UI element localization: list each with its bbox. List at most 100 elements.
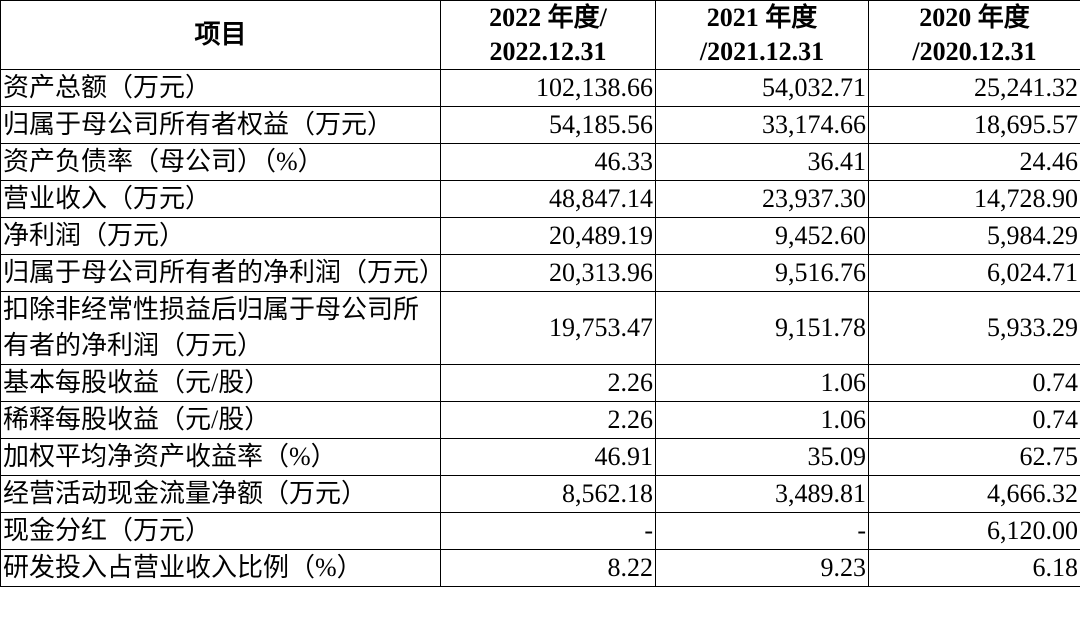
header-cell: 2020 年度/2020.12.31 — [868, 0, 1080, 70]
label-cell: 归属于母公司所有者的净利润（万元） — [0, 254, 445, 292]
table-row: 加权平均净资产收益率（%） 46.91 35.09 62.75 — [0, 438, 1080, 476]
value-text: 6,120.00 — [987, 516, 1078, 545]
value-cell: 25,241.32 — [868, 69, 1080, 107]
header-cell: 项目 — [0, 0, 441, 70]
value-cell: 9,151.78 — [655, 291, 869, 365]
value-cell: 0.74 — [868, 401, 1080, 439]
label-text: 资产负债率（母公司）（%） — [3, 147, 324, 176]
header-line: /2021.12.31 — [699, 37, 825, 66]
header-cell: 2021 年度/2021.12.31 — [655, 0, 869, 70]
value-cell: 102,138.66 — [440, 69, 656, 107]
value-text: 36.41 — [807, 147, 867, 176]
label-cell: 基本每股收益（元/股） — [0, 364, 441, 402]
value-text: - — [644, 516, 653, 545]
value-text: 0.74 — [1032, 368, 1079, 397]
value-cell: 54,032.71 — [655, 69, 869, 107]
value-cell: 19,753.47 — [440, 291, 656, 365]
value-cell: 48,847.14 — [440, 180, 656, 218]
value-cell: - — [440, 512, 656, 550]
table-row: 扣除非经常性损益后归属于母公司所有者的净利润（万元） 19,753.47 9,151… — [0, 291, 1080, 365]
value-text: 62.75 — [1019, 442, 1079, 471]
label-cell: 经营活动现金流量净额（万元） — [0, 475, 441, 513]
table-row: 归属于母公司所有者权益（万元） 54,185.56 33,174.66 18,695.… — [0, 106, 1080, 144]
value-text: 9,151.78 — [775, 313, 866, 342]
value-cell: 9.23 — [655, 549, 869, 587]
value-text: 1.06 — [820, 405, 867, 434]
label-text: 加权平均净资产收益率（%） — [3, 442, 337, 471]
value-text: 25,241.32 — [974, 73, 1078, 102]
label-text: 经营活动现金流量净额（万元） — [3, 479, 368, 508]
label-text: 归属于母公司所有者权益（万元） — [3, 110, 394, 139]
table-row: 经营活动现金流量净额（万元） 8,562.18 3,489.81 4,666.32 — [0, 475, 1080, 513]
value-text: 18,695.57 — [974, 110, 1078, 139]
value-text: 6.18 — [1032, 553, 1079, 582]
value-cell: 6,120.00 — [868, 512, 1080, 550]
label-text: 现金分红（万元） — [3, 516, 212, 545]
value-text: 19,753.47 — [549, 313, 653, 342]
label-cell: 归属于母公司所有者权益（万元） — [0, 106, 441, 144]
table-row: 资产总额（万元） 102,138.66 54,032.71 25,241.32 — [0, 69, 1080, 107]
label-cell: 资产负债率（母公司）（%） — [0, 143, 441, 181]
value-cell: 62.75 — [868, 438, 1080, 476]
label-text: 基本每股收益（元/股） — [3, 368, 271, 397]
header-line: 2020 年度 — [919, 3, 1030, 32]
value-text: 9,516.76 — [775, 258, 866, 287]
label-cell: 现金分红（万元） — [0, 512, 441, 550]
label-cell: 稀释每股收益（元/股） — [0, 401, 441, 439]
value-text: 5,984.29 — [987, 221, 1078, 250]
label-text: 扣除非经常性损益后归属于母公司所有者的净利润（万元） — [3, 295, 420, 360]
value-cell: 9,452.60 — [655, 217, 869, 255]
value-text: 3,489.81 — [775, 479, 866, 508]
value-text: 20,489.19 — [549, 221, 653, 250]
value-text: 14,728.90 — [974, 184, 1078, 213]
value-text: 2.26 — [607, 405, 654, 434]
value-text: 1.06 — [820, 368, 867, 397]
label-text: 营业收入（万元） — [3, 184, 212, 213]
label-text: 资产总额（万元） — [3, 73, 212, 102]
value-text: 0.74 — [1032, 405, 1079, 434]
value-cell: 2.26 — [440, 364, 656, 402]
label-cell: 净利润（万元） — [0, 217, 441, 255]
value-cell: 24.46 — [868, 143, 1080, 181]
value-text: 46.33 — [594, 147, 654, 176]
value-text: 5,933.29 — [987, 313, 1078, 342]
value-text: 6,024.71 — [987, 258, 1078, 287]
label-text: 稀释每股收益（元/股） — [3, 405, 271, 434]
header-cell: 2022 年度/2022.12.31 — [440, 0, 656, 70]
value-cell: 54,185.56 — [440, 106, 656, 144]
label-text: 净利润（万元） — [3, 221, 186, 250]
value-cell: 8,562.18 — [440, 475, 656, 513]
header-text: 项目 — [194, 20, 247, 49]
value-cell: 8.22 — [440, 549, 656, 587]
header-line: /2020.12.31 — [912, 37, 1037, 66]
value-cell: 20,489.19 — [440, 217, 656, 255]
value-cell: 33,174.66 — [655, 106, 869, 144]
table-row: 归属于母公司所有者的净利润（万元） 20,313.96 9,516.76 6,024.… — [0, 254, 1080, 292]
value-cell: 46.33 — [440, 143, 656, 181]
value-cell: - — [655, 512, 869, 550]
value-text: 20,313.96 — [549, 258, 653, 287]
value-text: 48,847.14 — [549, 184, 653, 213]
header-line: 2022 年度/ — [489, 3, 607, 32]
value-text: 54,032.71 — [762, 73, 866, 102]
value-text: 46.91 — [594, 442, 654, 471]
label-cell: 研发投入占营业收入比例（%） — [0, 549, 441, 587]
value-text: 2.26 — [607, 368, 654, 397]
value-cell: 6,024.71 — [868, 254, 1080, 292]
value-cell: 4,666.32 — [868, 475, 1080, 513]
table-row: 研发投入占营业收入比例（%） 8.22 9.23 6.18 — [0, 549, 1080, 587]
table-body: 资产总额（万元） 102,138.66 54,032.71 25,241.32 归属于母… — [0, 69, 1080, 587]
value-cell: 36.41 — [655, 143, 869, 181]
value-cell: 6.18 — [868, 549, 1080, 587]
header-line: 2021 年度 — [706, 3, 818, 32]
value-cell: 1.06 — [655, 401, 869, 439]
value-text: 33,174.66 — [762, 110, 866, 139]
value-cell: 18,695.57 — [868, 106, 1080, 144]
label-cell: 营业收入（万元） — [0, 180, 441, 218]
label-cell: 扣除非经常性损益后归属于母公司所有者的净利润（万元） — [0, 291, 441, 365]
value-text: 9.23 — [820, 553, 867, 582]
value-text: 8.22 — [607, 553, 654, 582]
label-text: 归属于母公司所有者的净利润（万元） — [3, 258, 446, 287]
value-cell: 23,937.30 — [655, 180, 869, 218]
value-cell: 1.06 — [655, 364, 869, 402]
